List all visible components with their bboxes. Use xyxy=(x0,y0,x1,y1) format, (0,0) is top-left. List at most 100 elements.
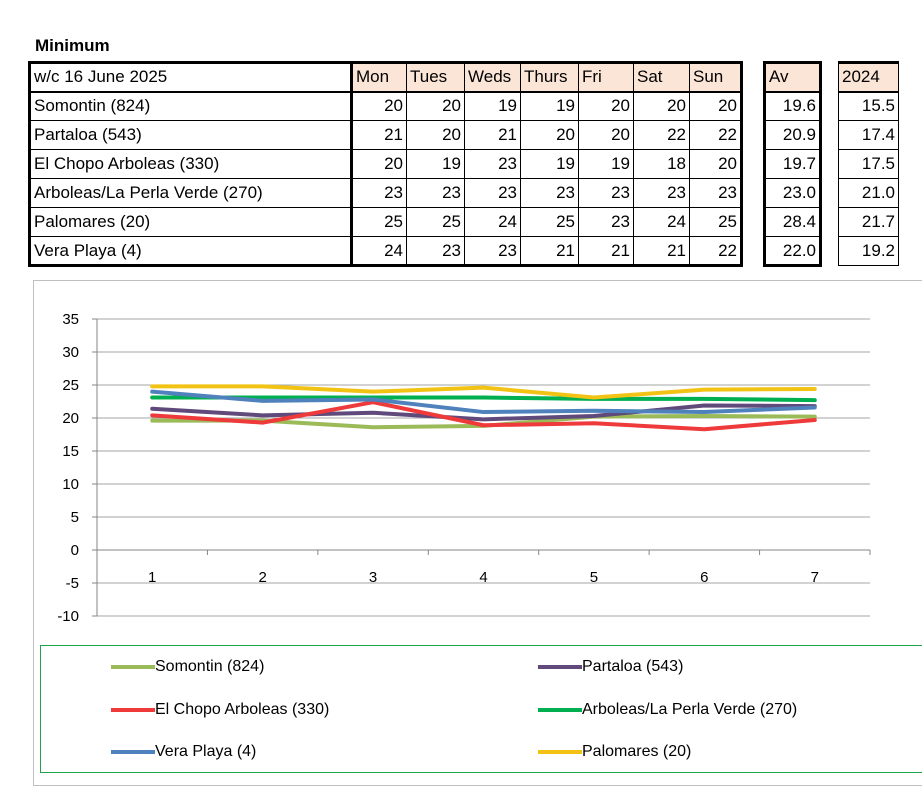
page-title: Minimum xyxy=(35,36,110,55)
y-tick-label: 5 xyxy=(71,509,79,526)
station-name: Vera Playa (4) xyxy=(29,236,353,266)
cell-value: 24 xyxy=(633,207,690,237)
cell-value: 20 xyxy=(520,120,579,150)
cell-value: 19 xyxy=(520,149,579,179)
y-tick-label: 35 xyxy=(62,311,79,328)
temperature-table: w/c 16 June 2025 Mon Tues Weds Thurs Fri… xyxy=(28,61,743,267)
table-row: 19.6 xyxy=(764,91,821,121)
table-row: 19.2 xyxy=(838,236,899,266)
cell-value: 25 xyxy=(689,207,742,237)
average-table: Av 19.6 20.9 19.7 23.0 28.4 22.0 xyxy=(763,61,822,267)
chart-legend: Somontin (824) Partaloa (543) El Chopo Arb… xyxy=(40,645,922,773)
y-tick-label: 0 xyxy=(71,542,79,559)
series-line xyxy=(150,400,817,432)
legend-swatch xyxy=(538,665,582,669)
legend-item: Arboleas/La Perla Verde (270) xyxy=(538,701,797,719)
series-line xyxy=(150,384,817,400)
series-line xyxy=(150,389,817,415)
cell-value: 24 xyxy=(351,236,407,266)
cell-value: 19 xyxy=(464,91,521,121)
cell-value: 20 xyxy=(351,91,407,121)
cell-value: 19.2 xyxy=(838,236,899,266)
table-row: 17.5 xyxy=(838,149,899,179)
x-tick-label: 5 xyxy=(590,569,598,586)
table-row: Partaloa (543) 21 20 21 20 20 22 22 xyxy=(29,120,742,150)
week-label: w/c 16 June 2025 xyxy=(29,62,353,93)
header-av: Av xyxy=(764,62,821,93)
chart-area xyxy=(33,280,922,786)
series-line xyxy=(150,395,817,403)
header-thurs: Thurs xyxy=(520,62,579,93)
header-2024: 2024 xyxy=(838,62,899,93)
legend-swatch xyxy=(111,665,155,669)
y-tick-label: 25 xyxy=(62,377,79,394)
y-tick-label: 15 xyxy=(62,443,79,460)
cell-value: 21 xyxy=(633,236,690,266)
header-fri: Fri xyxy=(578,62,634,93)
cell-value: 22 xyxy=(689,120,742,150)
cell-value: 19.7 xyxy=(764,149,821,179)
cell-value: 23 xyxy=(351,178,407,208)
x-tick-label: 1 xyxy=(148,569,156,586)
legend-swatch xyxy=(538,750,582,754)
cell-value: 17.5 xyxy=(838,149,899,179)
cell-value: 20 xyxy=(689,149,742,179)
x-tick-label: 6 xyxy=(700,569,708,586)
cell-value: 23 xyxy=(464,178,521,208)
cell-value: 23 xyxy=(578,207,634,237)
legend-item: Palomares (20) xyxy=(538,743,691,761)
table-row: Somontin (824) 20 20 19 19 20 20 20 xyxy=(29,91,742,121)
x-tick-label: 4 xyxy=(479,569,487,586)
station-name: Partaloa (543) xyxy=(29,120,353,150)
legend-label: Somontin (824) xyxy=(155,658,265,675)
y-tick-label: -10 xyxy=(57,608,79,625)
x-tick-label: 7 xyxy=(811,569,819,586)
series-line xyxy=(150,403,817,422)
station-name: Palomares (20) xyxy=(29,207,353,237)
cell-value: 21 xyxy=(578,236,634,266)
cell-value: 20 xyxy=(578,120,634,150)
table-header-row: w/c 16 June 2025 Mon Tues Weds Thurs Fri… xyxy=(29,62,742,93)
legend-swatch xyxy=(538,708,582,712)
cell-value: 22 xyxy=(633,120,690,150)
table-header-row: 2024 xyxy=(838,62,899,93)
legend-label: El Chopo Arboleas (330) xyxy=(155,701,330,718)
cell-value: 20 xyxy=(406,91,465,121)
cell-value: 20 xyxy=(689,91,742,121)
x-tick-label: 2 xyxy=(258,569,266,586)
cell-value: 21.0 xyxy=(838,178,899,208)
station-name: Somontin (824) xyxy=(29,91,353,121)
cell-value: 19.6 xyxy=(764,91,821,121)
cell-value: 22.0 xyxy=(764,236,821,266)
table-header-row: Av xyxy=(764,62,821,93)
table-row: 19.7 xyxy=(764,149,821,179)
table-row: 21.0 xyxy=(838,178,899,208)
cell-value: 23 xyxy=(406,178,465,208)
table-row: Vera Playa (4) 24 23 23 21 21 21 22 xyxy=(29,236,742,266)
x-tick-label: 3 xyxy=(369,569,377,586)
legend-item: Vera Playa (4) xyxy=(111,743,256,761)
table-row: El Chopo Arboleas (330) 20 19 23 19 19 1… xyxy=(29,149,742,179)
cell-value: 21 xyxy=(520,236,579,266)
y-tick-label: 20 xyxy=(62,410,79,427)
cell-value: 19 xyxy=(406,149,465,179)
y-tick-label: 30 xyxy=(62,344,79,361)
legend-label: Arboleas/La Perla Verde (270) xyxy=(582,701,798,718)
cell-value: 22 xyxy=(689,236,742,266)
table-row: 22.0 xyxy=(764,236,821,266)
cell-value: 23 xyxy=(406,236,465,266)
table-row: 21.7 xyxy=(838,207,899,237)
legend-item: El Chopo Arboleas (330) xyxy=(111,701,329,719)
station-name: El Chopo Arboleas (330) xyxy=(29,149,353,179)
table-row: 20.9 xyxy=(764,120,821,150)
legend-label: Palomares (20) xyxy=(582,743,692,760)
legend-label: Vera Playa (4) xyxy=(155,743,257,760)
cell-value: 19 xyxy=(520,91,579,121)
header-tues: Tues xyxy=(406,62,465,93)
cell-value: 23 xyxy=(689,178,742,208)
legend-item: Partaloa (543) xyxy=(538,658,683,676)
header-sun: Sun xyxy=(689,62,742,93)
legend-item: Somontin (824) xyxy=(111,658,264,676)
cell-value: 23 xyxy=(633,178,690,208)
